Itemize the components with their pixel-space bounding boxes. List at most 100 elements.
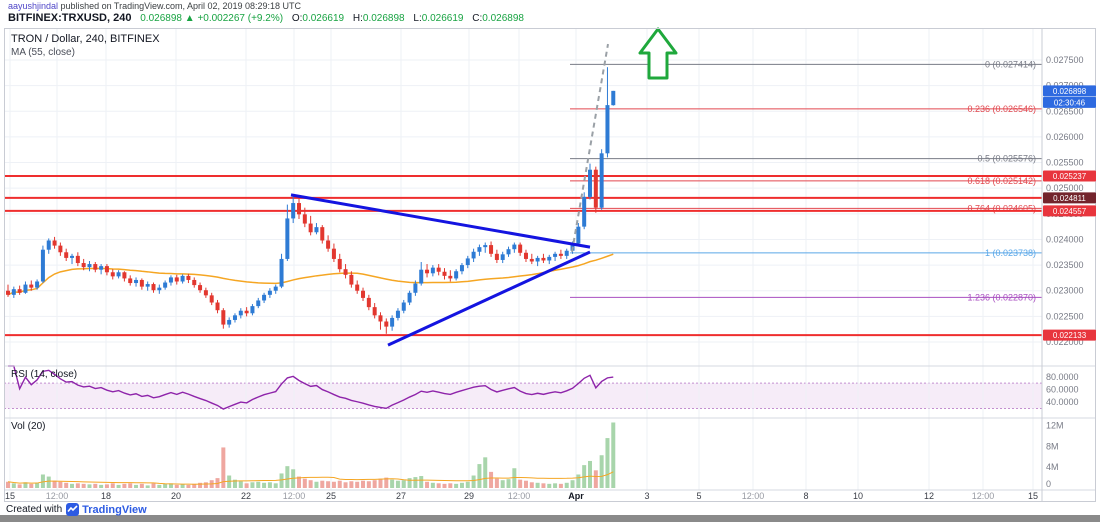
candle-body	[477, 247, 482, 252]
chart-outer-border	[4, 28, 1096, 502]
volume-bar	[599, 455, 604, 488]
candle-body	[454, 271, 459, 279]
low-value: 0.026619	[421, 13, 464, 24]
vol-tick-label: 8M	[1046, 441, 1059, 451]
volume-bar	[35, 482, 40, 488]
time-axis-label: 27	[396, 491, 406, 501]
candle-body	[366, 297, 371, 308]
candle-body	[267, 290, 272, 295]
price-tick-label: 0.026000	[1046, 132, 1084, 142]
candle-body	[139, 279, 144, 287]
candle-body	[163, 282, 168, 288]
price-axis-tag	[1043, 96, 1096, 108]
candle-body	[203, 290, 208, 296]
candle-body	[494, 253, 499, 260]
price-tick-label: 0.023000	[1046, 286, 1084, 296]
volume-bar	[436, 483, 441, 488]
candle-body	[81, 263, 86, 268]
candle-body	[46, 240, 51, 250]
candle-body	[291, 203, 296, 219]
candle-body	[128, 278, 133, 284]
volume-bar	[349, 481, 354, 488]
volume-bar	[541, 483, 546, 488]
volume-bar	[605, 438, 610, 488]
candle-body	[11, 289, 16, 295]
volume-bar	[593, 470, 598, 488]
volume-bar	[553, 483, 558, 488]
volume-bar	[203, 482, 208, 488]
created-with-text: Created with	[6, 504, 63, 515]
price-axis-tag-text: 0.024811	[1053, 194, 1086, 203]
time-axis-label: 20	[171, 491, 181, 501]
volume-bar	[11, 483, 16, 488]
volume-bar	[314, 481, 319, 488]
volume-bar	[198, 482, 203, 488]
volume-bar	[58, 481, 63, 488]
candle-body	[430, 267, 435, 274]
candle-body	[541, 257, 546, 261]
price-tick-label: 0.023500	[1046, 260, 1084, 270]
candle-body	[174, 277, 179, 282]
volume-bar	[419, 476, 424, 488]
candle-body	[116, 272, 121, 277]
time-axis-label: 10	[853, 491, 863, 501]
volume-bar	[518, 479, 523, 488]
price-axis-tag	[1043, 170, 1096, 182]
author-link[interactable]: aayushjindal	[8, 1, 59, 11]
candle-body	[29, 284, 34, 288]
low-label: L:	[413, 13, 422, 24]
volume-bar	[570, 480, 575, 488]
volume-bar	[401, 480, 406, 488]
candle-body	[134, 279, 139, 284]
time-axis-label: 22	[241, 491, 251, 501]
close-value: 0.026898	[482, 13, 524, 24]
candle-body	[40, 249, 45, 282]
candle-body	[110, 272, 115, 277]
vol-tick-label: 0	[1046, 479, 1051, 489]
volume-bar	[366, 481, 371, 488]
fib-label: 1 (0.023738)	[985, 248, 1036, 258]
volume-bar	[250, 482, 255, 488]
price-tick-label: 0.024000	[1046, 234, 1084, 244]
candle-body	[459, 265, 464, 272]
chart-title-legend: TRON / Dollar, 240, BITFINEX	[11, 33, 160, 45]
candle-body	[465, 258, 470, 266]
price-tick-label: 0.026500	[1046, 106, 1084, 116]
candle-body	[209, 295, 214, 303]
candle-body	[506, 249, 511, 255]
tradingview-logo[interactable]: TradingView	[66, 503, 147, 516]
candle-body	[279, 258, 284, 287]
volume-bar	[273, 483, 278, 488]
volume-bar	[192, 483, 197, 488]
volume-bar	[29, 483, 34, 488]
volume-bar	[157, 484, 162, 488]
volume-bar	[134, 484, 139, 488]
volume-bar	[163, 483, 168, 488]
volume-bar	[331, 481, 336, 488]
symbol-quote-line: BITFINEX:TRXUSD, 240 0.026898 ▲ +0.00226…	[8, 12, 524, 24]
price-axis-tag	[1043, 192, 1096, 204]
candle-body	[448, 275, 453, 279]
candle-body	[93, 264, 98, 270]
price-axis-tag	[1043, 85, 1096, 97]
volume-bar	[465, 481, 470, 488]
volume-bar	[390, 479, 395, 488]
candle-body	[104, 266, 109, 273]
candle-body	[442, 271, 447, 276]
time-axis-label: 8	[803, 491, 808, 501]
price-axis-tag	[1043, 205, 1096, 217]
fib-label: 0.764 (0.024605)	[967, 203, 1036, 213]
candle-body	[314, 227, 319, 233]
price-axis-tag-text: 0.022133	[1053, 331, 1087, 340]
high-label: H:	[352, 13, 363, 24]
fib-label: 0 (0.027414)	[985, 59, 1036, 69]
volume-bar	[40, 474, 45, 488]
candle-body	[611, 90, 616, 106]
candle-body	[547, 256, 552, 261]
tradingview-brand-text: TradingView	[82, 503, 147, 516]
candle-body	[244, 310, 249, 314]
time-axis-label: 12	[924, 491, 934, 501]
publish-text: published on TradingView.com, April 02, …	[58, 1, 302, 11]
